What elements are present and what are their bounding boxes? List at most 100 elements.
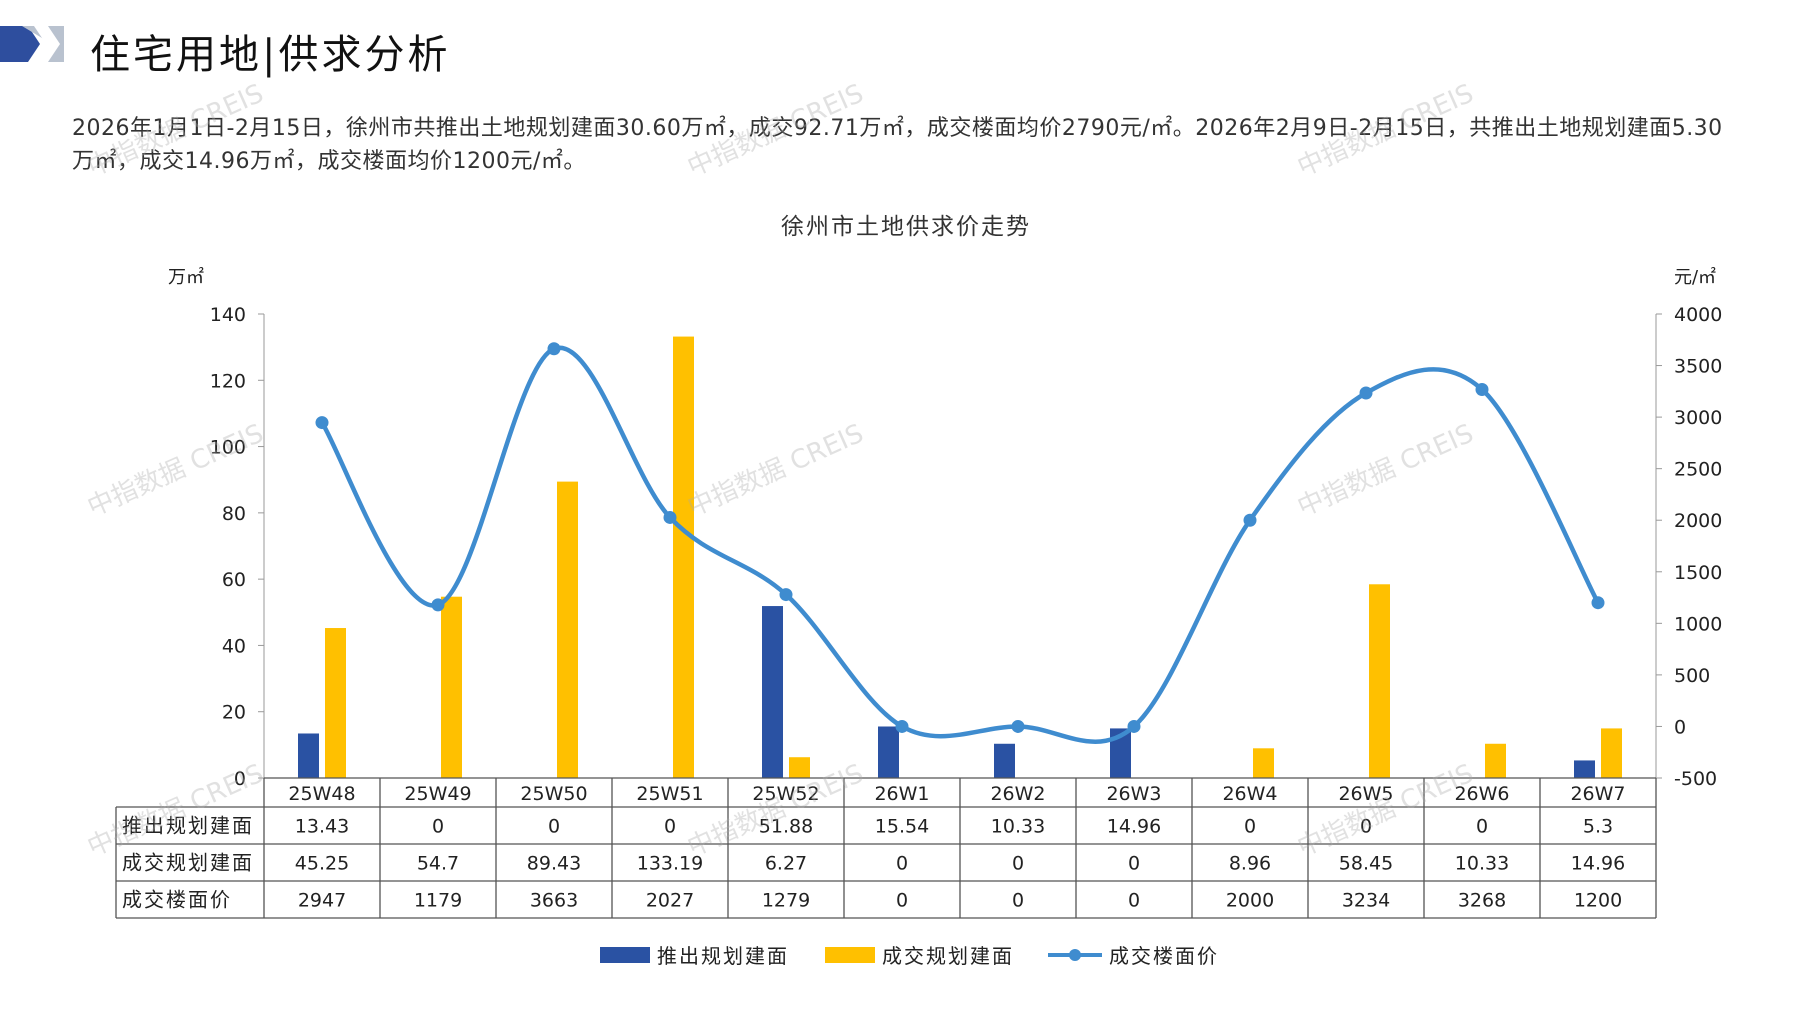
price-point — [1359, 386, 1373, 400]
header: 住宅用地|供求分析 — [0, 0, 1797, 100]
summary-paragraph: 2026年1月1日-2月15日，徐州市共推出土地规划建面30.60万㎡，成交92… — [72, 116, 1723, 174]
table-value: 0 — [664, 816, 676, 838]
table-value: 0 — [1128, 890, 1140, 912]
table-value: 6.27 — [765, 853, 807, 875]
table-value: 45.25 — [295, 853, 349, 875]
left-tick-label: 0 — [234, 768, 246, 790]
price-point — [1243, 513, 1257, 527]
bar-deal — [1369, 584, 1390, 778]
bar-deal — [441, 596, 462, 778]
bar-deal — [1253, 748, 1274, 778]
table-category-label: 26W3 — [1106, 783, 1161, 805]
table-value: 0 — [1360, 816, 1372, 838]
bar-supply — [878, 726, 899, 778]
brand-logo-icon — [0, 26, 64, 62]
table-category-label: 26W2 — [990, 783, 1045, 805]
left-tick-label: 40 — [222, 635, 246, 657]
table-category-label: 26W7 — [1570, 783, 1625, 805]
table-category-label: 25W50 — [520, 783, 587, 805]
bar-supply — [1110, 728, 1131, 778]
table-value: 13.43 — [295, 816, 349, 838]
right-tick-label: 2000 — [1674, 510, 1722, 532]
table-value: 0 — [1012, 890, 1024, 912]
table-value: 10.33 — [991, 816, 1045, 838]
legend-marker-price — [1069, 949, 1081, 961]
price-point — [1475, 382, 1489, 396]
table-value: 51.88 — [759, 816, 813, 838]
right-tick-label: 3000 — [1674, 407, 1722, 429]
table-value: 2000 — [1226, 890, 1274, 912]
chart-title: 徐州市土地供求价走势 — [781, 214, 1031, 240]
table-category-label: 25W52 — [752, 783, 819, 805]
table-value: 1179 — [414, 890, 462, 912]
right-axis-unit: 元/㎡ — [1674, 266, 1716, 288]
right-tick-label: 1500 — [1674, 562, 1722, 584]
legend-swatch-deal — [825, 947, 875, 963]
page-title: 住宅用地|供求分析 — [90, 32, 451, 78]
left-tick-label: 60 — [222, 569, 246, 591]
table-value: 2027 — [646, 890, 694, 912]
table-value: 14.96 — [1107, 816, 1161, 838]
price-point — [1127, 719, 1141, 733]
table-value: 0 — [896, 853, 908, 875]
table-value: 1279 — [762, 890, 810, 912]
table-value: 0 — [1128, 853, 1140, 875]
left-tick-label: 120 — [210, 370, 246, 392]
right-tick-label: 3500 — [1674, 356, 1722, 378]
table-value: 0 — [1012, 853, 1024, 875]
table-value: 5.3 — [1583, 816, 1613, 838]
legend-swatch-supply — [600, 947, 650, 963]
left-tick-label: 140 — [210, 304, 246, 326]
table-value: 58.45 — [1339, 853, 1393, 875]
legend-label-deal: 成交规划建面 — [882, 944, 1014, 968]
right-tick-label: 1000 — [1674, 613, 1722, 635]
table-value: 0 — [1244, 816, 1256, 838]
bar-deal — [673, 336, 694, 778]
table-row-label: 成交规划建面 — [122, 851, 254, 875]
table-value: 133.19 — [637, 853, 703, 875]
right-tick-label: 0 — [1674, 716, 1686, 738]
bar-deal — [325, 628, 346, 778]
table-value: 1200 — [1574, 890, 1622, 912]
legend-label-supply: 推出规划建面 — [657, 944, 789, 968]
price-point — [663, 510, 677, 524]
table-value: 54.7 — [417, 853, 459, 875]
price-point — [1591, 596, 1605, 610]
table-value: 15.54 — [875, 816, 929, 838]
price-point — [547, 342, 561, 356]
bar-deal — [1485, 743, 1506, 778]
table-category-label: 25W51 — [636, 783, 703, 805]
bar-supply — [298, 733, 319, 778]
table-category-label: 26W5 — [1338, 783, 1393, 805]
price-point — [315, 416, 329, 430]
table-value: 0 — [896, 890, 908, 912]
table-value: 3663 — [530, 890, 578, 912]
bar-supply — [1574, 760, 1595, 778]
table-category-label: 25W49 — [404, 783, 471, 805]
price-line — [319, 345, 1601, 744]
right-tick-label: 4000 — [1674, 304, 1722, 326]
left-tick-label: 100 — [210, 437, 246, 459]
table-value: 2947 — [298, 890, 346, 912]
right-tick-label: 2500 — [1674, 459, 1722, 481]
price-point — [431, 598, 445, 612]
price-point — [895, 719, 909, 733]
price-point — [1011, 719, 1025, 733]
table-value: 10.33 — [1455, 853, 1509, 875]
bar-deal — [1601, 728, 1622, 778]
table-category-label: 26W6 — [1454, 783, 1509, 805]
table-row-label: 推出规划建面 — [122, 814, 254, 838]
table-value: 8.96 — [1229, 853, 1271, 875]
table-category-label: 26W1 — [874, 783, 929, 805]
table-category-label: 25W48 — [288, 783, 355, 805]
table-value: 3234 — [1342, 890, 1390, 912]
bar-supply — [994, 743, 1015, 778]
table-value: 14.96 — [1571, 853, 1625, 875]
table-category-label: 26W4 — [1222, 783, 1277, 805]
table-value: 0 — [1476, 816, 1488, 838]
bar-supply — [762, 606, 783, 778]
right-tick-label: 500 — [1674, 665, 1710, 687]
legend-label-price: 成交楼面价 — [1109, 944, 1219, 968]
bar-deal — [557, 481, 578, 778]
